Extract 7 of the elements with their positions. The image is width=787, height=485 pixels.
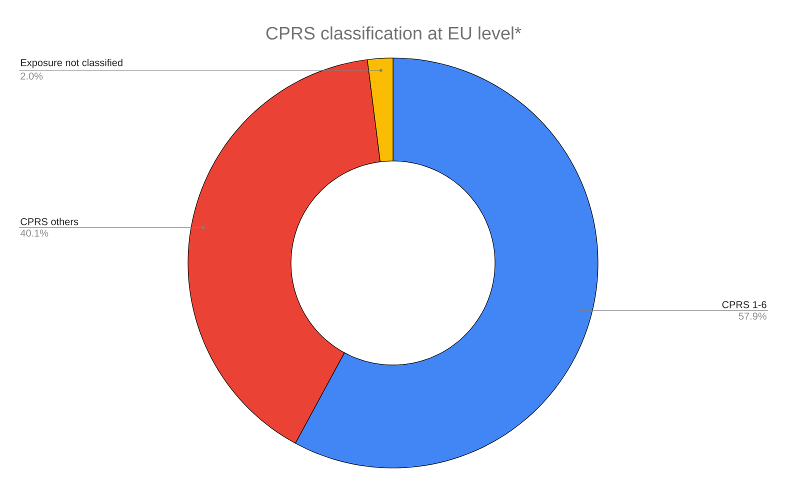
slice-label: CPRS others — [20, 218, 78, 226]
slice-label: Exposure not classified — [21, 58, 122, 68]
data-label: 57.9% — [738, 312, 766, 320]
chart-title: CPRS classification at EU level* — [266, 26, 522, 40]
slice-label: CPRS 1-6 — [722, 301, 766, 308]
data-label: 2.0% — [20, 72, 43, 80]
data-label: 40.1% — [20, 230, 48, 237]
